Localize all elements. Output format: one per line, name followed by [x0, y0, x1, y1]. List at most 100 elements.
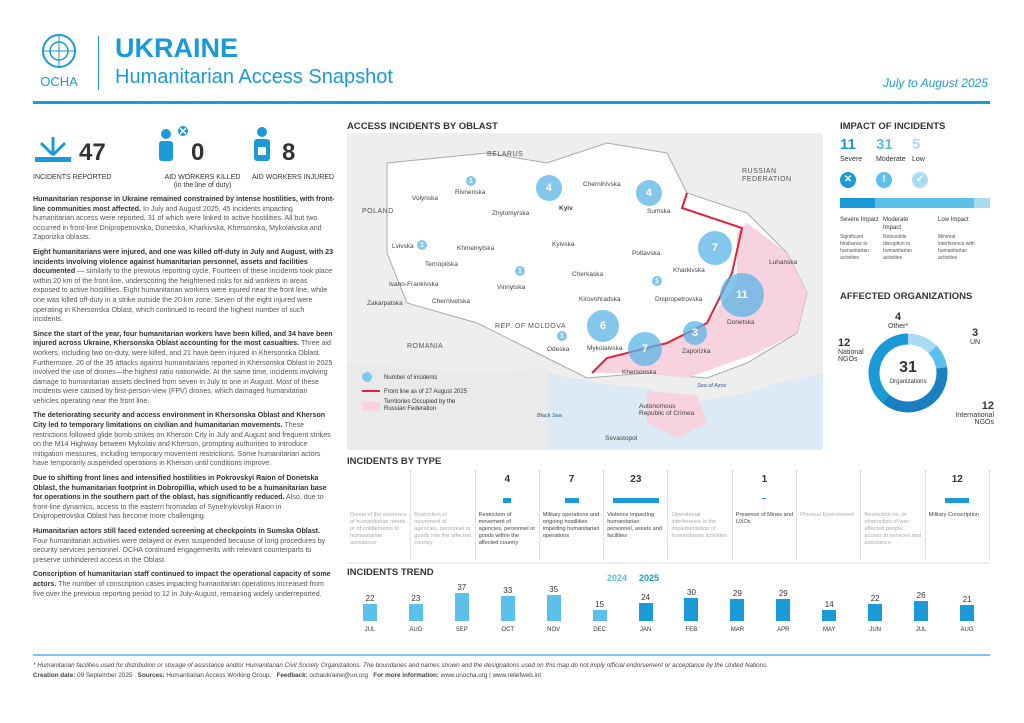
trend-value-label: 24	[641, 592, 650, 602]
incidents-by-type: Denial of the existence of humanitarian …	[347, 470, 990, 560]
oblast-label: Zaporizka	[682, 348, 711, 355]
orgs-total: 31	[899, 359, 917, 376]
incident-type: 4 Restriction of movement of agencies, pe…	[476, 470, 540, 560]
info-links[interactable]: www.unocha.org | www.reliefweb.int	[440, 672, 542, 679]
narrative-paragraph: Humanitarian actors still faced extended…	[33, 527, 326, 564]
type-label: Physical Environment	[800, 512, 854, 518]
map-legend: Number of incidents Front line as of 27 …	[362, 371, 474, 414]
trend-value-label: 15	[595, 599, 605, 609]
types-title: INCIDENTS BY TYPE	[347, 456, 442, 467]
type-label: Denial of the existence of humanitarian …	[350, 512, 407, 546]
oblast-label: Ternopilska	[425, 261, 458, 268]
trend-month-label: FEB	[685, 627, 698, 633]
header-rule	[33, 101, 990, 104]
incidents-trend-chart: 22 JUL 23 AUG 37 SEP 33 OCT 35 NOV 15 DEC 24 JAN 30 FEB…	[347, 583, 990, 645]
country-label: ROMANIA	[407, 343, 444, 350]
occupied-area-icon	[362, 401, 380, 411]
type-bar	[945, 498, 970, 503]
ocha-logo: OCHA	[34, 33, 84, 89]
trend-month-label: SEP	[455, 627, 468, 633]
trend-bar	[684, 598, 699, 621]
trend-bar	[546, 594, 561, 621]
type-bar	[762, 498, 767, 499]
aid-worker-injured-icon	[254, 127, 270, 161]
type-bar	[503, 498, 512, 503]
orgs-donut: 31 Organizations 4 Other* 3 UN 12 Internati…	[838, 305, 994, 455]
footer-meta: Creation date: 09 September 2025 Sources…	[33, 672, 542, 679]
impact-bar-segment	[974, 198, 990, 208]
oblast-label: Vinnytska	[497, 284, 526, 291]
incidents-reported-value: 47	[79, 139, 106, 166]
oblast-label: Ivano-Frankivska	[389, 281, 439, 288]
type-count: 4	[504, 474, 511, 485]
type-count: 1	[761, 474, 768, 485]
trend-month-label: DEC	[593, 627, 606, 633]
oblast-label: Lvivska	[392, 243, 414, 250]
trend-bar	[362, 604, 377, 621]
oblast-label: Kirovohradska	[579, 296, 621, 303]
frontline-line-icon	[362, 390, 380, 393]
oblast-label: Mykolaivska	[587, 345, 623, 352]
aid-workers-injured-label: AID WORKERS INJURED	[252, 174, 335, 181]
trend-value-label: 21	[962, 595, 972, 605]
oblast-label: Zakarpatska	[367, 300, 403, 307]
footer-note: * Humanitarian facilities used for distr…	[33, 662, 769, 669]
trend-bar	[730, 599, 745, 621]
orgs-label-intl-ngos: 12 International NGOs	[955, 400, 994, 426]
sea-label: Black Sea	[537, 413, 562, 419]
orgs-label-national-ngos: 12 National NGOs	[838, 337, 864, 363]
trend-bar	[500, 596, 515, 621]
impact-label: Low	[912, 156, 925, 163]
aid-worker-killed-icon	[159, 126, 188, 161]
orgs-total-label: Organizations	[889, 379, 927, 385]
narrative-paragraph: Humanitarian response in Ukraine remaine…	[33, 195, 335, 242]
incident-bubble: 7	[697, 230, 733, 266]
incident-bubble: 11	[719, 272, 765, 318]
type-label: Military operations and ongoing hostilit…	[542, 512, 600, 539]
donut-segment	[868, 333, 909, 403]
oblast-label: Dnipropetrovska	[655, 296, 703, 303]
oblast-label: Khersonska	[622, 369, 657, 376]
country-label: BELARUS	[487, 151, 524, 158]
incident-bubble: 1	[557, 331, 567, 341]
feedback-link[interactable]: ochaukraine@un.org	[309, 672, 368, 679]
oblast-label: Chernihivska	[583, 181, 621, 188]
trend-month-label: NOV	[547, 627, 561, 633]
legend-incidents: Number of incidents	[362, 371, 474, 385]
trend-month-label: AUG	[409, 627, 423, 633]
footer-rule	[33, 654, 990, 656]
moderate-exclamation-icon: !	[876, 172, 892, 188]
trend-bar	[408, 603, 423, 621]
incident-bubble: 4	[535, 174, 563, 202]
trend-bar	[776, 599, 791, 621]
trend-bar	[592, 609, 607, 621]
orgs-label-un: 3 UN	[970, 327, 981, 346]
oblast-label: Zhytomyrska	[492, 210, 530, 217]
section-divider	[347, 562, 990, 564]
trend-month-label: JUL	[915, 627, 927, 633]
type-label: Operational interference in the implemen…	[671, 512, 727, 539]
incident-bubble: 7	[627, 331, 663, 367]
incident-type: 7 Military operations and ongoing hostili…	[540, 470, 605, 560]
oblast-label: Donetska	[727, 319, 755, 326]
trend-month-label: MAY	[822, 627, 836, 633]
trend-value-label: 33	[503, 586, 513, 596]
trend-value-label: 26	[916, 591, 926, 601]
incident-type: Operational interference in the implemen…	[668, 470, 733, 560]
type-count: 12	[951, 474, 963, 485]
type-label: Presence of Mines and UXOs	[735, 512, 793, 525]
explosion-icon	[35, 137, 71, 162]
type-count: 7	[568, 474, 575, 485]
impact-desc: Noticeable disruption to humanitarian ac…	[883, 234, 912, 261]
oblast-label: Kyiv	[559, 205, 573, 212]
incident-type: Restriction of movement of agencies, per…	[411, 470, 476, 560]
type-label: Restriction on, or obstruction of war-af…	[864, 512, 921, 546]
incident-type: Physical Environment	[797, 470, 862, 560]
oblast-label: Odeska	[547, 346, 570, 353]
impact-label: Moderate	[876, 156, 906, 163]
trend-value-label: 14	[824, 600, 834, 610]
page-subtitle: Humanitarian Access Snapshot	[115, 66, 393, 88]
trend-month-label: OCT	[501, 627, 515, 633]
year-2025-label: 2025	[639, 573, 660, 583]
sea-label: Sea of Azov	[697, 383, 727, 389]
